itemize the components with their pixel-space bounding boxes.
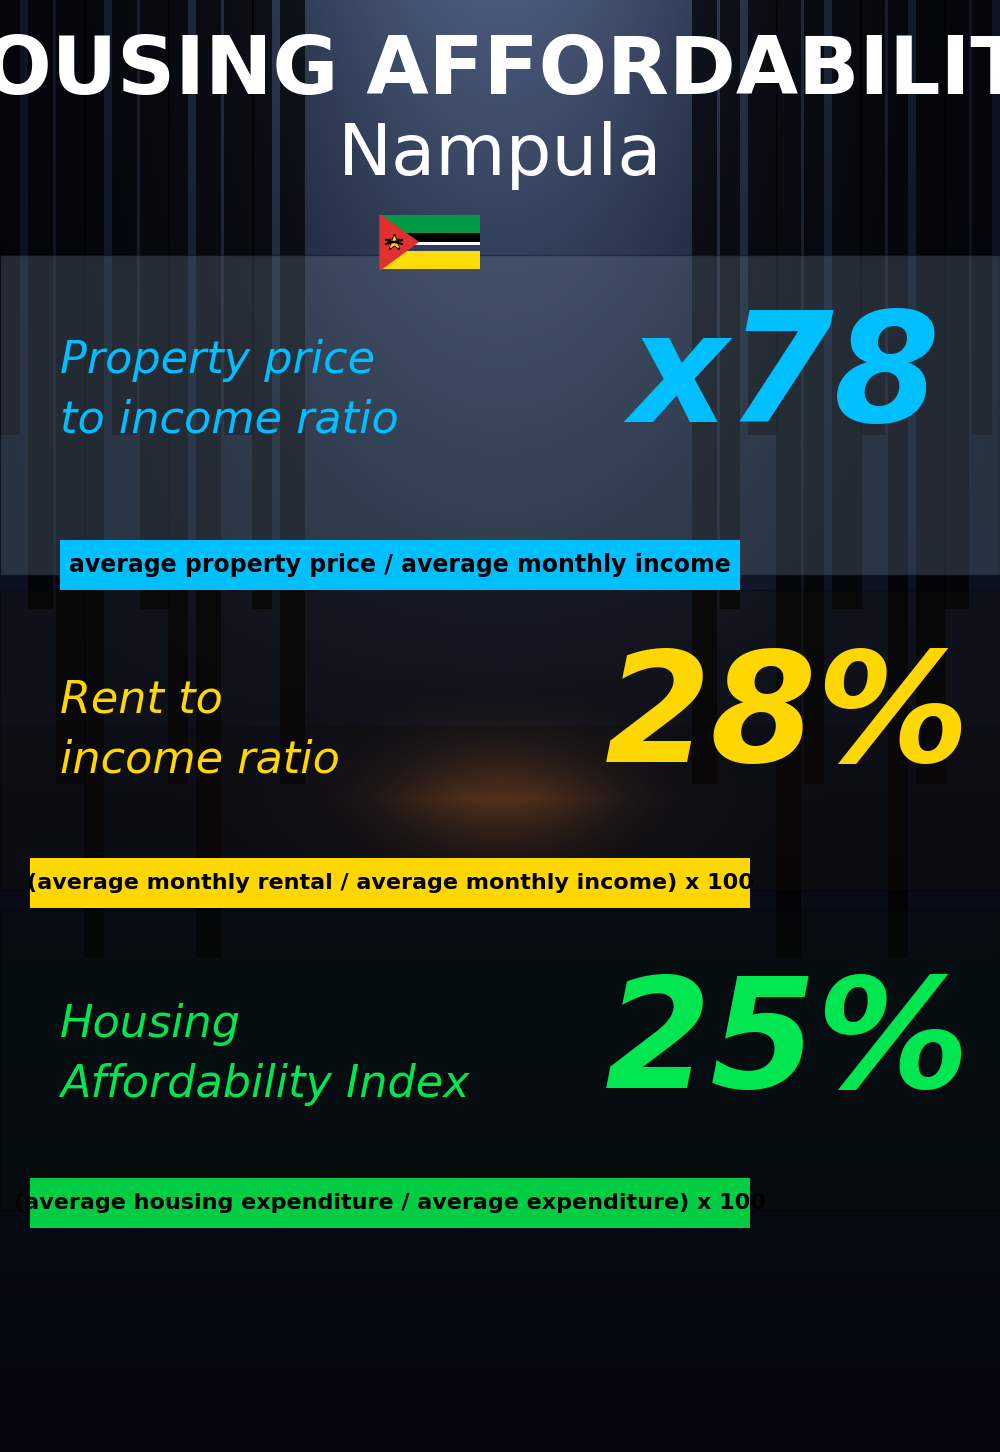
Text: HOUSING AFFORDABILITY: HOUSING AFFORDABILITY bbox=[0, 33, 1000, 110]
Bar bbox=[380, 251, 480, 269]
Bar bbox=[380, 232, 480, 242]
Text: Housing
Affordability Index: Housing Affordability Index bbox=[60, 1003, 470, 1106]
Text: Property price
to income ratio: Property price to income ratio bbox=[60, 338, 399, 441]
Text: Rent to
income ratio: Rent to income ratio bbox=[60, 678, 340, 781]
Bar bbox=[60, 540, 740, 590]
Text: (average housing expenditure / average expenditure) x 100: (average housing expenditure / average e… bbox=[14, 1194, 766, 1212]
Bar bbox=[30, 858, 750, 908]
Text: Nampula: Nampula bbox=[338, 121, 662, 190]
FancyBboxPatch shape bbox=[0, 910, 1000, 1210]
Bar bbox=[380, 215, 480, 232]
Bar bbox=[380, 242, 480, 245]
Text: (average monthly rental / average monthly income) x 100: (average monthly rental / average monthl… bbox=[27, 873, 753, 893]
Text: x78: x78 bbox=[629, 305, 940, 454]
FancyBboxPatch shape bbox=[0, 590, 1000, 890]
FancyBboxPatch shape bbox=[0, 256, 1000, 575]
Polygon shape bbox=[380, 215, 418, 270]
Text: average property price / average monthly income: average property price / average monthly… bbox=[69, 553, 731, 576]
Bar bbox=[30, 1178, 750, 1228]
Text: 25%: 25% bbox=[604, 970, 970, 1119]
Text: 28%: 28% bbox=[604, 646, 970, 794]
